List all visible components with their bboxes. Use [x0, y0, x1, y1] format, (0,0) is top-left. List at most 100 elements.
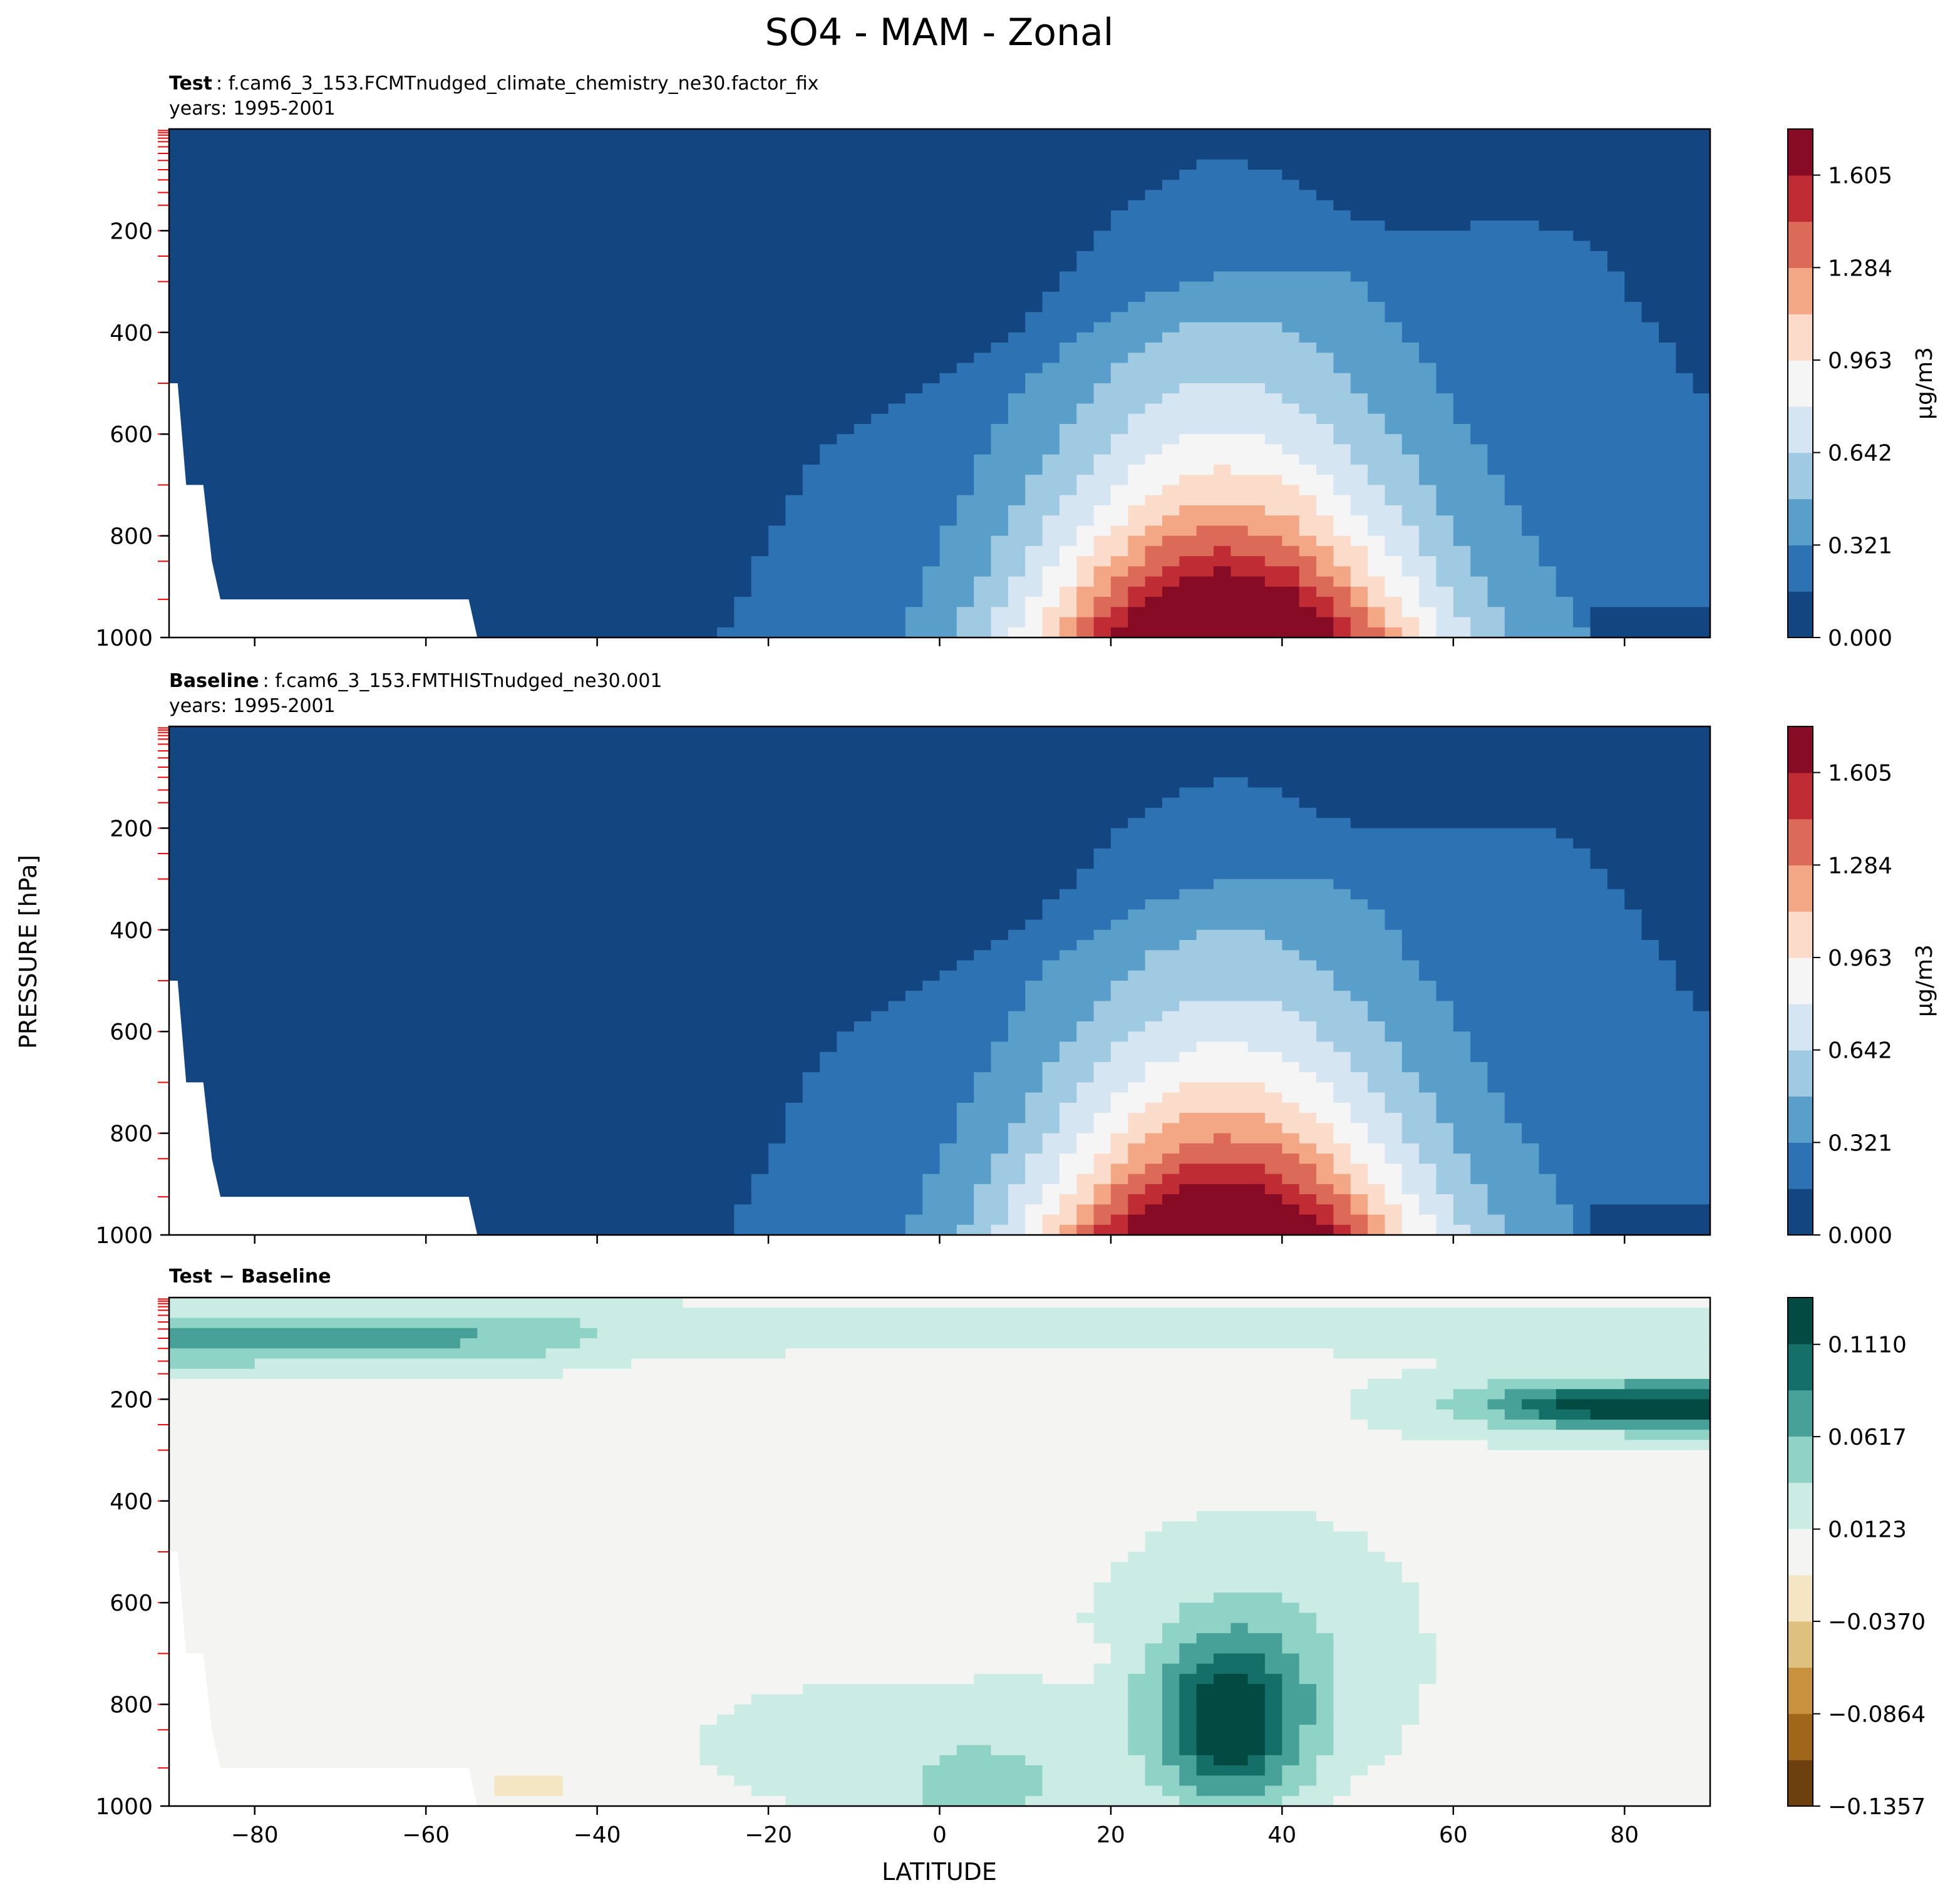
field-cell [1555, 828, 1711, 839]
field-cell [1453, 1133, 1522, 1144]
field-cell [1385, 627, 1403, 638]
field-cell [1076, 1214, 1095, 1226]
field-cell [1196, 1725, 1266, 1736]
field-cell [1401, 1113, 1437, 1124]
colorbar-tick-label: 1.605 [1828, 761, 1892, 787]
field-cell [1179, 1673, 1214, 1685]
field-cell [1333, 970, 1420, 981]
field-cell [974, 1673, 1043, 1685]
field-cell [1539, 545, 1711, 557]
field-cell [1145, 807, 1317, 818]
colorbar-segment [1788, 958, 1813, 1004]
field-cell [1110, 1092, 1163, 1103]
field-cell [1641, 312, 1711, 323]
field-cell [1076, 869, 1608, 880]
field-cell [1419, 1072, 1488, 1083]
field-cell [169, 343, 992, 353]
field-cell [1555, 1194, 1711, 1205]
field-cell [1368, 1133, 1403, 1144]
field-cell [597, 1328, 1711, 1339]
field-cell [1179, 1745, 1197, 1756]
field-cell [169, 1582, 1095, 1593]
field-cell [1179, 1113, 1266, 1124]
field-cell [1419, 1684, 1711, 1695]
field-cell [1333, 1684, 1420, 1695]
field-cell [1179, 1684, 1197, 1695]
field-cell [956, 1123, 1009, 1134]
field-cell [1522, 1123, 1711, 1134]
field-cell [1145, 1164, 1180, 1175]
field-cell [169, 1643, 1112, 1655]
field-cell [1128, 1745, 1163, 1756]
field-cell [169, 1338, 461, 1349]
field-cell [1093, 1593, 1214, 1603]
field-cell [1042, 515, 1095, 527]
field-cell [1110, 1214, 1128, 1226]
field-cell [974, 586, 1009, 597]
field-cell [1042, 1214, 1078, 1226]
field-cell [1093, 1603, 1180, 1614]
field-cell [1333, 434, 1403, 445]
field-cell [1265, 383, 1351, 394]
field-cell [785, 495, 957, 506]
field-cell [1162, 1704, 1180, 1715]
field-cell [1093, 1164, 1112, 1175]
field-cell [1316, 1164, 1334, 1175]
colorbar-tick-label: 0.321 [1828, 1130, 1892, 1156]
field-cell [169, 475, 803, 486]
field-cell [1333, 981, 1437, 991]
field-cell [169, 756, 1711, 768]
colorbar-segment [1788, 221, 1813, 268]
field-cell [1555, 586, 1711, 597]
field-cell [1385, 1194, 1420, 1205]
field-cell [1299, 180, 1711, 191]
field-cell [169, 1714, 718, 1725]
field-cell [1333, 1154, 1351, 1165]
field-cell [1179, 434, 1266, 445]
field-cell [1110, 1653, 1146, 1665]
field-cell [1282, 1001, 1368, 1012]
field-cell [1299, 1785, 1351, 1797]
field-cell [1179, 281, 1368, 292]
field-cell [1590, 848, 1711, 859]
field-cell [1076, 576, 1095, 587]
field-cell [751, 1184, 923, 1195]
field-cell [1042, 960, 1146, 971]
field-cell [1419, 627, 1437, 638]
field-cell [1436, 627, 1471, 638]
field-cell [1145, 1775, 1180, 1787]
field-cell [1385, 1552, 1711, 1562]
field-cell [1093, 929, 1197, 941]
field-cell [1419, 1143, 1454, 1154]
field-cell [991, 545, 1026, 557]
field-cell [1042, 607, 1078, 618]
field-cell [734, 1775, 923, 1787]
field-cell [169, 434, 838, 445]
field-cell [1299, 1673, 1334, 1685]
field-cell [1025, 556, 1060, 567]
x-tick-label: 40 [1267, 1822, 1296, 1848]
field-cell [1093, 1001, 1180, 1012]
colorbar-tick-label: 0.642 [1828, 1038, 1892, 1064]
field-cell [1299, 597, 1334, 607]
field-cell [1419, 1204, 1454, 1216]
field-cell [1093, 617, 1129, 628]
field-cell [169, 1143, 769, 1154]
field-cell [768, 1143, 941, 1154]
field-cell [991, 1224, 1026, 1236]
y-tick-label: 400 [110, 918, 153, 944]
field-cell [699, 1725, 1129, 1736]
field-cell [1282, 1092, 1334, 1103]
field-cell [169, 1113, 787, 1124]
field-cell [751, 1174, 923, 1185]
field-cell [1419, 586, 1454, 597]
field-cell [699, 1755, 941, 1766]
field-cell [956, 1224, 992, 1236]
field-cell [1042, 291, 1146, 302]
field-cell [1453, 607, 1505, 618]
field-cell [1299, 566, 1317, 577]
field-cell [1059, 353, 1129, 364]
field-cell [1162, 1521, 1334, 1532]
field-cell [922, 586, 974, 597]
field-cell [1436, 505, 1522, 516]
